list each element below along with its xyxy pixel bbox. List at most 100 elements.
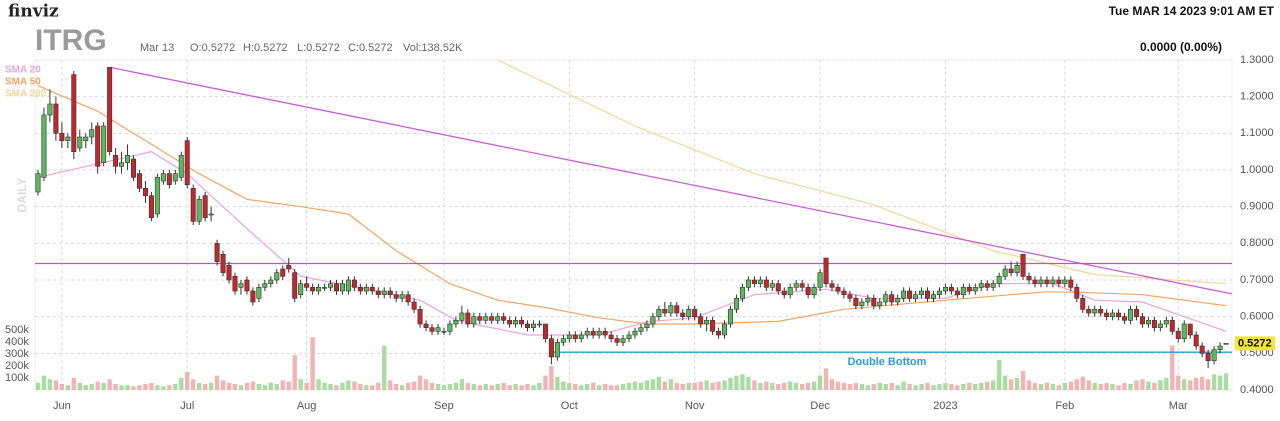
volume-bar	[919, 384, 924, 390]
volume-bar	[417, 375, 423, 390]
volume-bar	[304, 382, 309, 390]
volume-bar	[1152, 382, 1157, 390]
x-tick-label: Nov	[685, 400, 705, 412]
candle-body	[381, 290, 387, 295]
volume-bar	[764, 381, 769, 390]
candle-body	[208, 213, 214, 216]
volume-bar	[1038, 384, 1044, 390]
change: 0.0000 (0.00%)	[1140, 40, 1222, 54]
timeframe: DAILY	[15, 178, 29, 213]
candle-body	[310, 287, 316, 292]
candle-body	[548, 338, 554, 358]
candle-body	[441, 331, 447, 333]
volume-bar	[155, 385, 160, 390]
volume-bar	[191, 379, 196, 390]
candle-body	[286, 265, 292, 270]
volume-bar	[817, 375, 823, 390]
volume-bar	[1020, 370, 1026, 390]
volume-bar	[662, 381, 668, 390]
volume-bar	[393, 384, 399, 390]
candle-body	[316, 287, 322, 292]
candle-body	[107, 67, 113, 152]
candle-body	[166, 173, 172, 185]
candle-body	[83, 136, 89, 141]
volume-bar	[77, 382, 82, 390]
volume-bar	[740, 374, 745, 390]
candle-body	[811, 287, 817, 295]
candle-body	[847, 294, 853, 299]
volume-bar	[913, 385, 918, 390]
trend-line	[109, 66, 1232, 295]
volume-bar	[799, 384, 805, 390]
candle-body	[304, 283, 310, 288]
volume-bar	[459, 379, 465, 390]
volume-bar	[89, 384, 94, 390]
volume-bar	[316, 379, 321, 390]
candle-body	[345, 279, 351, 292]
volume-bar	[895, 385, 900, 390]
volume-bar	[519, 385, 524, 390]
candle-body	[405, 294, 411, 303]
volume-bar	[352, 381, 357, 390]
legend-entry: SMA 50	[5, 77, 41, 88]
volume-bar	[202, 384, 208, 390]
candle-body	[990, 283, 996, 288]
candle-body	[1050, 279, 1056, 284]
candle-body	[172, 173, 178, 182]
volume-bar	[650, 379, 656, 390]
candle-body	[477, 316, 483, 321]
volume-bar	[805, 382, 811, 390]
volume-bar	[1116, 385, 1121, 390]
volume-bar	[405, 382, 411, 390]
date: Mar 13	[140, 42, 174, 54]
candle-body	[901, 290, 907, 299]
stat: C:0.5272	[348, 42, 393, 54]
volume-bar	[513, 384, 518, 390]
candle-body	[793, 283, 799, 288]
volume-bar	[483, 384, 488, 390]
candle-body	[220, 254, 226, 273]
candle-body	[674, 305, 680, 314]
volume-bar	[465, 382, 471, 390]
candle-body	[148, 195, 154, 218]
volume-tick-label: 200k	[5, 360, 29, 372]
candle-body	[131, 158, 137, 178]
volume-bar	[698, 381, 703, 390]
volume-bar	[1170, 345, 1175, 390]
volume-bar	[746, 376, 751, 390]
stat: H:0.5272	[243, 42, 288, 54]
candle-body	[841, 290, 847, 295]
candle-body	[823, 257, 829, 284]
candle-body	[626, 334, 632, 339]
volume-bar	[95, 381, 100, 390]
candle-body	[214, 243, 220, 262]
candle-body	[1080, 298, 1086, 310]
candle-body	[1098, 309, 1104, 314]
volume-bar	[555, 376, 560, 390]
candle-body	[1175, 331, 1181, 339]
candle-body	[142, 188, 148, 196]
candle-body	[751, 279, 757, 284]
x-tick-label: 2023	[933, 400, 957, 412]
volume-bar	[644, 380, 650, 390]
candle-body	[680, 312, 686, 317]
candle-body	[184, 140, 190, 185]
volume-bar	[793, 382, 799, 390]
volume-bar	[674, 382, 679, 390]
volume-bar	[298, 379, 303, 390]
volume-bar	[185, 372, 190, 390]
volume-bar	[1205, 379, 1211, 390]
volume-bar	[1068, 381, 1074, 390]
volume-bar	[435, 384, 441, 390]
candle-body	[889, 294, 895, 303]
volume-bar	[125, 385, 130, 390]
volume-bar	[501, 382, 506, 390]
volume-bar	[268, 382, 274, 390]
candle-body	[519, 320, 525, 325]
candle-body	[196, 199, 202, 222]
volume-bar	[573, 384, 578, 390]
candle-body	[733, 298, 739, 310]
volume-bar	[985, 381, 990, 390]
volume-bar	[955, 385, 960, 390]
candle-body	[1211, 349, 1217, 361]
